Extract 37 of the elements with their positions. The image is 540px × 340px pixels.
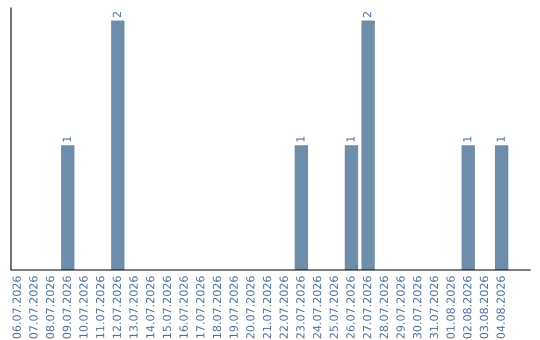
x-tick-label: 19.07.2026 bbox=[229, 276, 238, 338]
x-tick-label: 27.07.2026 bbox=[362, 276, 372, 338]
data-label: 1 bbox=[496, 136, 505, 142]
data-label: 1 bbox=[62, 136, 71, 142]
x-tick-label: 13.07.2026 bbox=[129, 276, 138, 338]
x-tick-label: 30.07.2026 bbox=[413, 276, 422, 338]
x-tick-label: 31.07.2026 bbox=[430, 276, 438, 338]
x-tick-label: 03.08.2026 bbox=[480, 276, 488, 338]
x-tick-label: 09.07.2026 bbox=[62, 276, 71, 338]
x-tick-label: 15.07.2026 bbox=[162, 276, 172, 338]
x-tick-label: 04.08.2026 bbox=[496, 276, 505, 338]
x-tick-label: 01.08.2026 bbox=[446, 276, 455, 338]
x-tick-label: 18.07.2026 bbox=[212, 276, 222, 338]
x-tick-label: 12.07.2026 bbox=[112, 276, 122, 338]
data-label: 2 bbox=[112, 12, 121, 18]
x-tick-label: 08.07.2026 bbox=[46, 276, 54, 338]
x-tick-label: 21.07.2026 bbox=[262, 276, 272, 338]
x-tick-label: 06.07.2026 bbox=[12, 276, 21, 338]
x-tick-label: 11.07.2026 bbox=[96, 276, 104, 338]
x-tick-label: 20.07.2026 bbox=[246, 276, 255, 338]
x-tick-label: 02.08.2026 bbox=[463, 276, 472, 338]
x-tick-label: 23.07.2026 bbox=[296, 276, 305, 338]
x-tick-label: 16.07.2026 bbox=[179, 276, 188, 338]
x-tick-label: 10.07.2026 bbox=[79, 276, 88, 338]
data-label: 1 bbox=[463, 136, 472, 142]
data-label: 1 bbox=[296, 136, 304, 142]
x-tick-label: 22.07.2026 bbox=[280, 276, 288, 338]
x-tick-label: 07.07.2026 bbox=[29, 276, 38, 338]
x-tick-label: 24.07.2026 bbox=[312, 276, 322, 338]
data-label: 2 bbox=[362, 12, 372, 18]
x-tick-label: 14.07.2026 bbox=[146, 276, 154, 338]
x-tick-label: 17.07.2026 bbox=[196, 276, 204, 338]
data-label: 1 bbox=[346, 136, 355, 142]
x-tick-label: 26.07.2026 bbox=[346, 276, 355, 338]
x-tick-label: 25.07.2026 bbox=[330, 276, 338, 338]
x-tick-label: 28.07.2026 bbox=[380, 276, 388, 338]
x-tick-label: 29.07.2026 bbox=[396, 276, 405, 338]
